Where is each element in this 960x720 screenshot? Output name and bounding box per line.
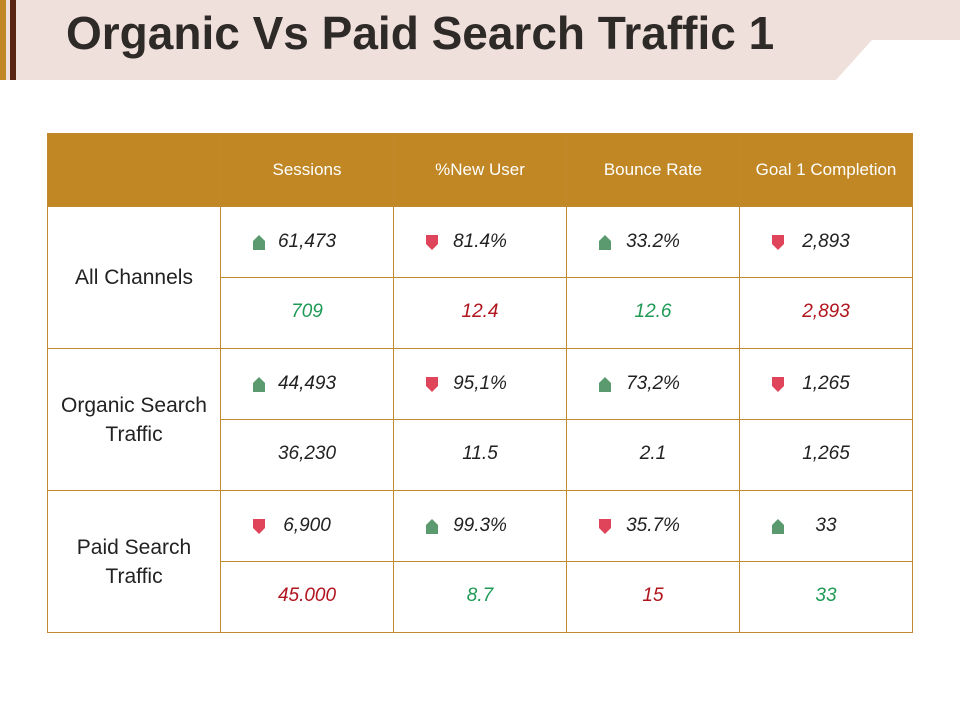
metric-cell-new-user: 95,1% — [393, 348, 567, 420]
metric-cell-goal-completion: 2,893 — [739, 206, 913, 278]
title-band-shape — [0, 0, 960, 80]
change-cell-sessions: 45.000 — [220, 561, 394, 633]
table-row: All Channels 61,473 81.4% 33.2% 2,893 — [47, 206, 913, 349]
metric-value: 95,1% — [453, 373, 507, 394]
traffic-table: Sessions %New User Bounce Rate Goal 1 Co… — [47, 133, 913, 633]
trend-down-icon — [772, 235, 784, 250]
row-label: Paid Search Traffic — [47, 490, 221, 633]
table-row: Paid Search Traffic 6,900 99.3% 35.7% 33 — [47, 490, 913, 633]
row-label-text: All Channels — [75, 266, 193, 289]
trend-up-icon — [426, 519, 438, 534]
metric-cell-sessions: 61,473 — [220, 206, 394, 278]
column-header-bounce-rate: Bounce Rate — [566, 133, 740, 207]
change-cell-sessions: 709 — [220, 277, 394, 349]
table-row: Organic Search Traffic 44,493 95,1% 73,2% 1,… — [47, 348, 913, 491]
table-row: 45.000 8.7 15 33 — [48, 561, 913, 633]
row-label-text: Paid Search Traffic — [76, 535, 192, 588]
metric-cell-bounce-rate: 33.2% — [566, 206, 740, 278]
trend-down-icon — [772, 377, 784, 392]
metric-value: 44,493 — [277, 373, 337, 394]
change-value: 2,893 — [802, 301, 850, 322]
metric-cell-sessions: 6,900 — [220, 490, 394, 562]
change-cell-new-user: 11.5 — [393, 419, 567, 491]
change-cell-new-user: 12.4 — [393, 277, 567, 349]
change-value: 33 — [815, 585, 837, 606]
change-cell-sessions: 36,230 — [220, 419, 394, 491]
change-value: 2.1 — [639, 443, 667, 464]
title-band: Organic Vs Paid Search Traffic 1 — [0, 0, 960, 80]
trend-up-icon — [253, 235, 265, 250]
metric-cell-bounce-rate: 35.7% — [566, 490, 740, 562]
metric-cell-goal-completion: 33 — [739, 490, 913, 562]
metric-value: 81.4% — [453, 231, 507, 252]
change-value: 11.5 — [462, 443, 498, 464]
trend-down-icon — [599, 519, 611, 534]
metric-value: 6,900 — [283, 515, 331, 536]
row-label: All Channels — [47, 206, 221, 349]
metric-value: 33.2% — [626, 231, 680, 252]
change-cell-goal-completion: 2,893 — [739, 277, 913, 349]
change-cell-bounce-rate: 12.6 — [566, 277, 740, 349]
change-value: 12.6 — [634, 301, 672, 322]
table-row: 709 12.4 12.6 2,893 — [48, 277, 913, 349]
trend-up-icon — [772, 519, 784, 534]
table-row: 36,230 11.5 2.1 1,265 — [48, 419, 913, 491]
change-value: 12.4 — [461, 301, 499, 322]
change-cell-bounce-rate: 2.1 — [566, 419, 740, 491]
change-value: 45.000 — [277, 585, 337, 606]
metric-cell-bounce-rate: 73,2% — [566, 348, 740, 420]
change-cell-new-user: 8.7 — [393, 561, 567, 633]
page-title: Organic Vs Paid Search Traffic 1 — [66, 7, 775, 59]
header-row: Sessions %New User Bounce Rate Goal 1 Co… — [47, 133, 913, 207]
column-header-new-user: %New User — [393, 133, 567, 207]
change-value: 15 — [642, 585, 664, 606]
metric-value: 33 — [815, 515, 837, 536]
metric-value: 61,473 — [277, 231, 337, 252]
metric-cell-goal-completion: 1,265 — [739, 348, 913, 420]
row-label-text: Organic Search Traffic — [61, 393, 207, 446]
change-cell-goal-completion: 33 — [739, 561, 913, 633]
change-value: 8.7 — [466, 585, 494, 606]
trend-up-icon — [599, 377, 611, 392]
metric-value: 1,265 — [802, 373, 850, 394]
metric-cell-sessions: 44,493 — [220, 348, 394, 420]
trend-down-icon — [253, 519, 265, 534]
trend-up-icon — [253, 377, 265, 392]
trend-up-icon — [599, 235, 611, 250]
metric-value: 35.7% — [626, 515, 680, 536]
header-corner — [47, 133, 221, 207]
metric-value: 2,893 — [802, 231, 850, 252]
metric-cell-new-user: 81.4% — [393, 206, 567, 278]
change-value: 709 — [291, 301, 323, 322]
column-header-sessions: Sessions — [220, 133, 394, 207]
change-value: 1,265 — [802, 443, 850, 464]
row-label: Organic Search Traffic — [47, 348, 221, 491]
trend-down-icon — [426, 235, 438, 250]
metric-cell-new-user: 99.3% — [393, 490, 567, 562]
trend-down-icon — [426, 377, 438, 392]
change-cell-goal-completion: 1,265 — [739, 419, 913, 491]
change-value: 36,230 — [277, 443, 337, 464]
change-cell-bounce-rate: 15 — [566, 561, 740, 633]
column-header-goal-completion: Goal 1 Completion — [739, 133, 913, 207]
metric-value: 99.3% — [453, 515, 507, 536]
metric-value: 73,2% — [626, 373, 680, 394]
